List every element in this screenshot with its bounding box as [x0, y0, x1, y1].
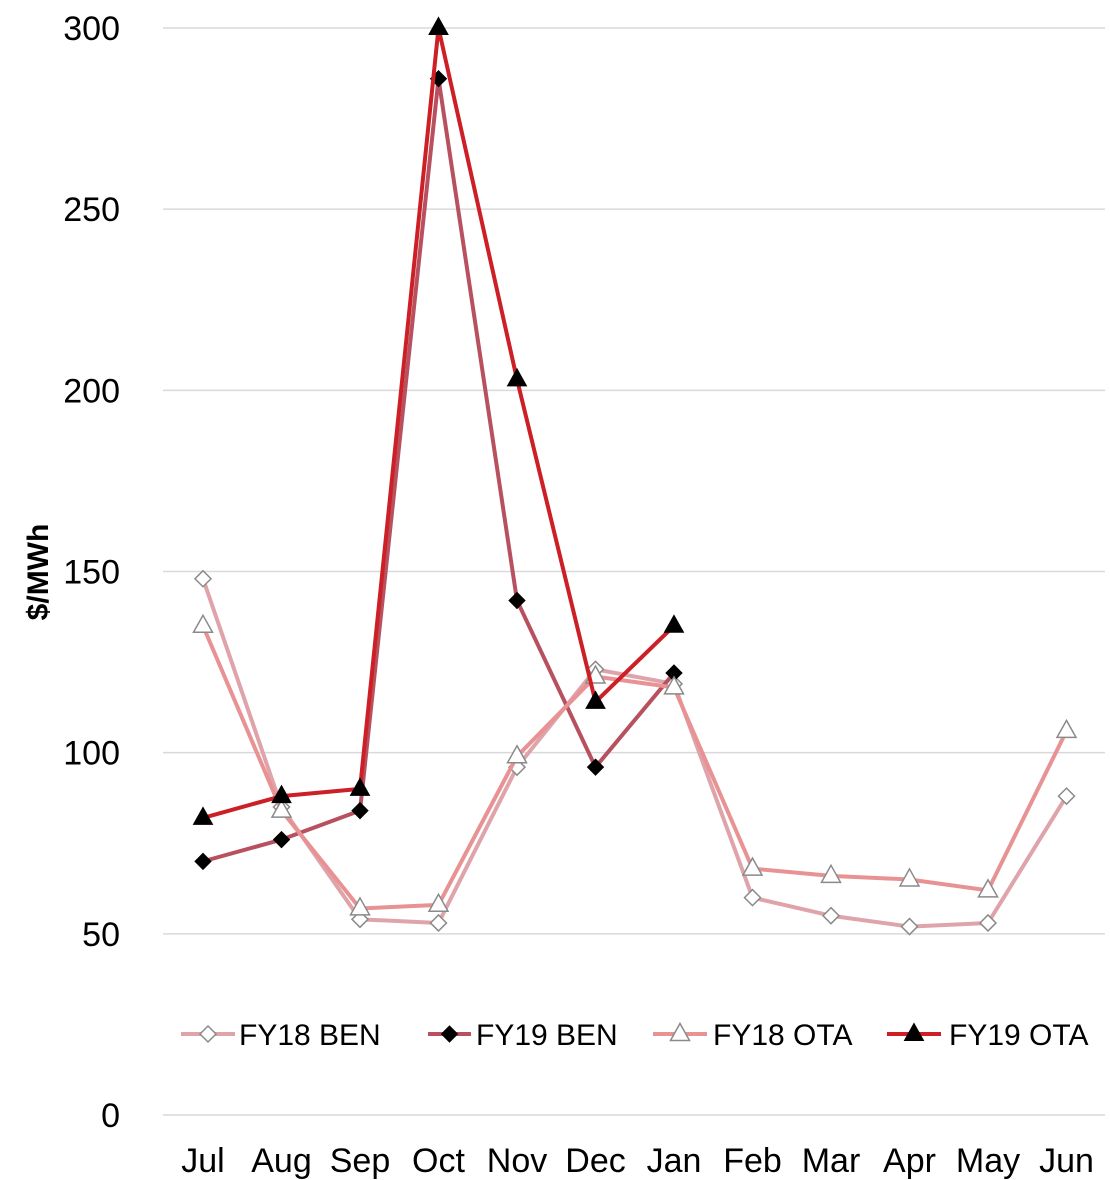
legend-marker [198, 1024, 218, 1044]
x-tick-label: Mar [802, 1142, 861, 1180]
legend-item-fy18-ben: FY18 BEN [181, 1019, 381, 1052]
data-point-fy19-ota [192, 806, 214, 825]
series-line-fy19-ben [201, 76, 676, 864]
legend-marker [903, 1022, 925, 1041]
legend-label: FY19 OTA [949, 1019, 1088, 1052]
y-axis-label: $/MWh [22, 524, 55, 621]
x-axis-ticks: Jul Aug Sep Oct Nov Dec Jan Feb Mar Apr May Jun [181, 1142, 1094, 1180]
x-tick-label: Oct [412, 1142, 465, 1180]
data-point-fy19-ota [585, 690, 606, 709]
x-tick-label: Aug [251, 1142, 312, 1180]
data-point-fy19-ben [508, 591, 526, 610]
data-point-fy19-ota [349, 777, 371, 796]
data-point-fy18-ota [270, 798, 293, 818]
series-group [192, 16, 1078, 936]
data-point-fy18-ota [741, 856, 764, 876]
x-tick-label: May [956, 1142, 1020, 1180]
legend-label: FY18 BEN [239, 1019, 381, 1052]
x-tick-label: Jan [647, 1142, 702, 1180]
x-tick-label: Sep [330, 1142, 391, 1180]
series-line-fy18-ben [201, 576, 1069, 929]
series-fy18-ota [192, 613, 1078, 916]
gridlines [163, 27, 1105, 1116]
data-point-fy18-ota [349, 896, 371, 916]
data-point-fy18-ota [427, 892, 450, 913]
data-point-fy18-ota [898, 867, 921, 887]
x-tick-label: Jul [181, 1142, 224, 1180]
x-tick-label: Jun [1039, 1142, 1094, 1180]
y-tick-label: 50 [82, 916, 120, 954]
legend: FY18 BEN FY19 BEN FY18 OTA FY19 OTA [181, 1019, 1088, 1052]
data-point-fy18-ota [820, 863, 842, 884]
data-point-fy18-ota [1055, 718, 1078, 739]
legend-label: FY18 OTA [713, 1019, 852, 1052]
series-fy19-ben [194, 70, 683, 871]
data-point-fy19-ota [271, 784, 292, 804]
y-tick-label: 200 [63, 372, 120, 410]
legend-item-fy18-ota: FY18 OTA [653, 1019, 852, 1052]
x-tick-label: Apr [883, 1142, 936, 1180]
data-point-fy18-ben [978, 913, 998, 933]
legend-marker [440, 1025, 459, 1043]
legend-item-fy19-ben: FY19 BEN [428, 1019, 618, 1052]
legend-label: FY19 BEN [476, 1019, 618, 1052]
data-point-fy19-ben [586, 758, 605, 776]
data-point-fy19-ota [506, 367, 528, 387]
y-tick-label: 300 [63, 10, 120, 48]
data-point-fy19-ota [663, 614, 685, 633]
y-tick-label: 150 [63, 554, 120, 592]
data-point-fy18-ota [192, 613, 214, 634]
legend-marker [669, 1021, 691, 1042]
data-point-fy18-ota [506, 744, 528, 764]
series-line-fy19-ota [201, 26, 676, 820]
y-axis-ticks: 0 50 100 150 200 250 300 [63, 10, 120, 1135]
x-tick-label: Feb [723, 1142, 782, 1180]
series-fy19-ota [192, 16, 685, 825]
y-tick-label: 250 [63, 191, 120, 229]
data-point-fy19-ben [272, 830, 291, 849]
data-point-fy18-ben [429, 913, 448, 933]
data-point-fy18-ben [1057, 787, 1076, 806]
series-line-fy18-ota [201, 623, 1069, 911]
x-tick-label: Nov [487, 1142, 547, 1180]
data-point-fy18-ben [743, 888, 762, 907]
data-point-fy19-ben [194, 852, 212, 871]
data-point-fy18-ben [193, 569, 213, 588]
y-tick-label: 0 [101, 1097, 120, 1135]
data-point-fy19-ben [351, 801, 369, 820]
legend-item-fy19-ota: FY19 OTA [887, 1019, 1088, 1052]
data-point-fy18-ben [821, 906, 841, 925]
x-tick-label: Dec [565, 1142, 625, 1180]
y-tick-label: 100 [63, 735, 120, 773]
data-point-fy18-ota [977, 878, 999, 898]
data-point-fy18-ben [900, 917, 919, 936]
data-point-fy19-ota [428, 16, 449, 35]
data-point-fy18-ota [663, 675, 685, 695]
